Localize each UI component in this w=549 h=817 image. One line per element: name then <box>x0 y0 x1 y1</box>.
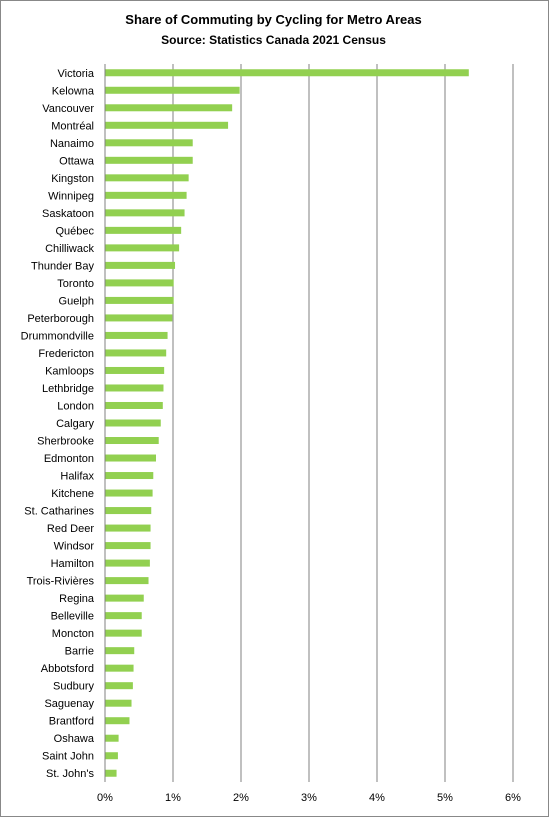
bar <box>105 261 176 269</box>
category-label: Saint John <box>42 751 94 763</box>
bar <box>105 349 167 357</box>
category-label: St. Catharines <box>24 506 94 518</box>
bar <box>105 314 173 322</box>
bar <box>105 717 130 725</box>
category-label: Saskatoon <box>42 208 94 220</box>
category-label: Sudbury <box>53 681 94 693</box>
bar <box>105 682 133 690</box>
category-label: Ottawa <box>59 155 95 167</box>
category-label: London <box>57 400 94 412</box>
category-label: Abbotsford <box>41 663 94 675</box>
category-label: Sherbrooke <box>37 436 94 448</box>
bar <box>105 366 165 374</box>
x-tick-label: 5% <box>437 792 453 804</box>
x-tick-label: 4% <box>369 792 385 804</box>
bar <box>105 156 193 164</box>
category-label: Thunder Bay <box>31 260 94 272</box>
category-label: Toronto <box>57 278 94 290</box>
bar <box>105 279 174 287</box>
bar <box>105 612 142 620</box>
bar <box>105 384 164 392</box>
bar <box>105 752 118 760</box>
category-label: Trois-Rivières <box>27 576 95 588</box>
bar <box>105 209 185 217</box>
bar <box>105 139 193 147</box>
category-label: Peterborough <box>27 313 94 325</box>
category-label: Lethbridge <box>42 383 94 395</box>
category-label: Belleville <box>51 611 94 623</box>
bar <box>105 244 180 252</box>
category-label: Victoria <box>58 68 95 80</box>
category-label: Kelowna <box>52 85 95 97</box>
category-label: Saguenay <box>44 698 94 710</box>
category-label: Vancouver <box>42 103 94 115</box>
bar <box>105 664 134 672</box>
category-label: Kamloops <box>45 365 94 377</box>
category-label: Hamilton <box>51 558 94 570</box>
bar <box>105 454 156 462</box>
bar <box>105 769 117 777</box>
chart-subtitle: Source: Statistics Canada 2021 Census <box>161 33 386 47</box>
bar <box>105 594 144 602</box>
category-label: Halifax <box>60 471 94 483</box>
bar <box>105 577 149 585</box>
x-tick-label: 2% <box>233 792 249 804</box>
category-label: Fredericton <box>38 348 94 360</box>
bar <box>105 419 161 427</box>
category-label: Guelph <box>59 295 94 307</box>
bar <box>105 191 187 199</box>
chart-title: Share of Commuting by Cycling for Metro … <box>125 12 422 27</box>
x-tick-label: 6% <box>505 792 521 804</box>
bar <box>105 559 150 567</box>
bar <box>105 401 163 409</box>
category-label: Barrie <box>65 646 94 658</box>
category-label: Drummondville <box>21 330 94 342</box>
category-label: Québec <box>55 225 94 237</box>
category-label: Winnipeg <box>48 190 94 202</box>
bar <box>105 296 174 304</box>
bar <box>105 524 151 532</box>
bar <box>105 629 142 637</box>
category-label: Windsor <box>54 541 95 553</box>
category-label: Kitchene <box>51 488 94 500</box>
category-label: Calgary <box>56 418 94 430</box>
bar <box>105 699 132 707</box>
bar <box>105 104 233 112</box>
bar <box>105 69 469 77</box>
x-tick-label: 3% <box>301 792 317 804</box>
bar <box>105 734 119 742</box>
category-label: Montréal <box>51 120 94 132</box>
category-label: Oshawa <box>54 733 95 745</box>
category-labels: Victoria Kelowna Vancouver Montréal Nanaimo O… <box>21 68 95 780</box>
bar <box>105 489 153 497</box>
bar <box>105 437 159 445</box>
category-label: Brantford <box>49 716 94 728</box>
x-tick-label: 1% <box>165 792 181 804</box>
bar <box>105 472 154 480</box>
bar <box>105 647 135 655</box>
category-label: Nanaimo <box>50 138 94 150</box>
category-label: Kingston <box>51 173 94 185</box>
category-label: Moncton <box>52 628 94 640</box>
category-label: Red Deer <box>47 523 94 535</box>
bar <box>105 121 229 129</box>
bar <box>105 331 168 339</box>
gridlines <box>172 64 514 782</box>
bar <box>105 174 189 182</box>
bar <box>105 86 240 94</box>
category-label: Edmonton <box>44 453 94 465</box>
bar <box>105 542 151 550</box>
category-label: Regina <box>59 593 95 605</box>
bar <box>105 226 182 234</box>
x-tick-label: 0% <box>97 792 113 804</box>
category-label: Chilliwack <box>45 243 94 255</box>
bar <box>105 507 152 515</box>
bars <box>105 69 469 777</box>
x-tick-labels: 0% 1% 2% 3% 4% 5% 6% <box>97 792 521 804</box>
category-label: St. John's <box>46 768 94 780</box>
